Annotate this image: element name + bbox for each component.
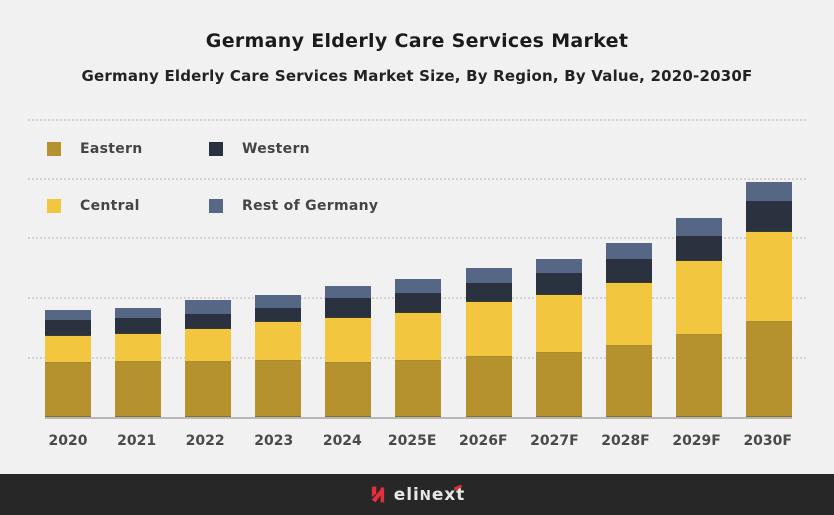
bar-segment-central [255, 322, 302, 361]
page-title: Germany Elderly Care Services Market [205, 30, 629, 52]
bar-segment-eastern [605, 346, 652, 417]
bar-segment-eastern [325, 363, 372, 417]
bar-segment-eastern [745, 322, 792, 417]
legend-swatch [209, 199, 223, 213]
bar-segment-central [395, 313, 442, 361]
x-axis-label-2024: 2024 [322, 433, 362, 449]
bar-2028F [605, 243, 652, 417]
bar-segment-eastern [255, 361, 302, 417]
legend-label: Rest of Germany [242, 198, 379, 214]
x-axis-labels: 2020 2021 2022 2023 2024 2025E 2026F 2027F 2028F… [45, 433, 792, 449]
bar-2025E [395, 279, 442, 417]
bar-segment-rest-of-germany [325, 286, 372, 298]
gridline [28, 119, 806, 121]
bar-segment-rest-of-germany [185, 300, 232, 314]
bar-segment-western [535, 273, 582, 295]
logo-text-part: t [456, 484, 466, 505]
bar-segment-eastern [395, 361, 442, 417]
logo-text-part: N [419, 487, 432, 504]
bars [45, 105, 792, 417]
bar-segment-central [675, 261, 722, 335]
bar-segment-rest-of-germany [745, 182, 792, 201]
bar-2024 [325, 286, 372, 417]
bar-segment-rest-of-germany [45, 310, 91, 320]
bar-segment-western [675, 236, 722, 261]
bar-segment-central [45, 336, 91, 363]
bar-segment-eastern [185, 362, 232, 417]
bar-segment-eastern [675, 335, 722, 417]
legend-label: Central [80, 198, 140, 214]
bar-segment-central [465, 302, 512, 357]
bar-segment-western [395, 293, 442, 313]
x-axis-label-2022: 2022 [185, 433, 225, 449]
bar-2027F [535, 259, 582, 417]
gridline [28, 237, 806, 239]
bar-segment-western [745, 201, 792, 232]
x-axis-label-2023: 2023 [254, 433, 294, 449]
bar-segment-rest-of-germany [605, 243, 652, 259]
bar-segment-western [45, 320, 91, 336]
bar-segment-western [325, 298, 372, 318]
legend-item-eastern: Eastern [47, 141, 209, 157]
bar-segment-central [115, 334, 162, 362]
bar-2023 [255, 295, 302, 417]
chart-area [28, 105, 806, 419]
bar-segment-rest-of-germany [675, 218, 722, 236]
bar-segment-western [605, 259, 652, 283]
legend-swatch [209, 142, 223, 156]
x-axis-label-2020: 2020 [48, 433, 88, 449]
bar-segment-rest-of-germany [535, 259, 582, 273]
legend-item-rest-of-germany: Rest of Germany [209, 198, 378, 214]
x-axis-label-2025E: 2025E [387, 433, 437, 449]
legend-swatch [47, 199, 61, 213]
bar-segment-central [745, 232, 792, 322]
gridline [28, 178, 806, 180]
bar-2021 [115, 308, 162, 417]
bar-segment-rest-of-germany [115, 308, 162, 318]
elinext-logo-icon [371, 486, 384, 503]
bar-segment-central [535, 295, 582, 353]
bar-segment-eastern [465, 357, 512, 417]
x-axis-line [45, 417, 792, 419]
bar-segment-western [115, 318, 162, 334]
bar-segment-rest-of-germany [395, 279, 442, 293]
legend-swatch [47, 142, 61, 156]
bar-segment-western [185, 314, 232, 329]
x-axis-label-2029F: 2029F [672, 433, 721, 449]
logo-text-part: eli [393, 484, 420, 505]
x-axis-label-2028F: 2028F [601, 433, 650, 449]
x-axis-label-2027F: 2027F [530, 433, 579, 449]
page-subtitle: Germany Elderly Care Services Market Siz… [81, 67, 753, 85]
logo-text-part: ex [431, 484, 457, 505]
bar-segment-central [325, 318, 372, 363]
bar-segment-central [605, 283, 652, 346]
bar-segment-western [255, 308, 302, 322]
legend-item-western: Western [209, 141, 378, 157]
bar-segment-central [185, 329, 232, 362]
bar-2022 [185, 300, 232, 417]
legend-label: Western [242, 141, 310, 157]
x-axis-label-2030F: 2030F [743, 433, 792, 449]
x-axis-label-2026F: 2026F [459, 433, 508, 449]
legend-item-central: Central [47, 198, 209, 214]
bar-segment-rest-of-germany [255, 295, 302, 308]
bar-segment-eastern [45, 363, 91, 417]
bar-segment-eastern [535, 353, 582, 417]
x-axis-label-2021: 2021 [117, 433, 157, 449]
legend-label: Eastern [80, 141, 143, 157]
bar-segment-western [465, 283, 512, 302]
chart-legend: Eastern Western Central Rest of Germany [47, 141, 378, 214]
bar-segment-rest-of-germany [465, 268, 512, 283]
bar-2020 [45, 310, 91, 417]
bar-segment-eastern [115, 362, 162, 417]
bar-2030F [745, 182, 792, 417]
bar-2029F [675, 218, 722, 417]
bar-2026F [465, 268, 512, 417]
